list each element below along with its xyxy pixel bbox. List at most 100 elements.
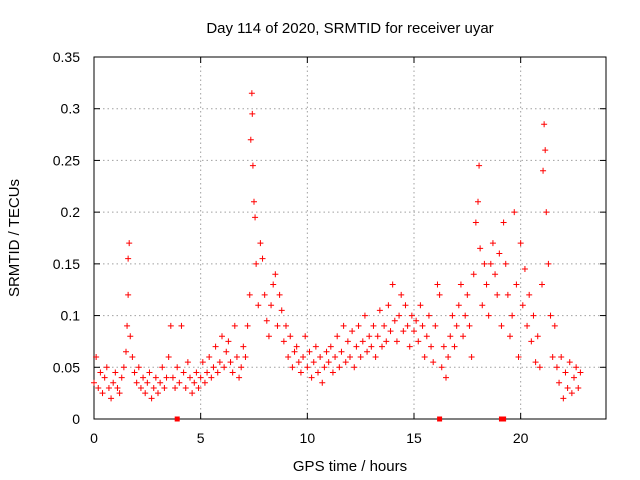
data-point (97, 369, 104, 376)
data-point (511, 209, 518, 216)
data-point (300, 353, 307, 360)
data-point (199, 359, 206, 366)
data-point (263, 317, 270, 324)
data-point (336, 364, 343, 371)
data-point (191, 379, 198, 386)
data-point (189, 390, 196, 397)
data-point (466, 322, 473, 329)
data-point (216, 359, 223, 366)
data-point (233, 353, 240, 360)
y-tick-label: 0.35 (53, 49, 80, 65)
data-point (340, 322, 347, 329)
data-point (492, 271, 499, 278)
gap-marker (437, 416, 443, 422)
data-point (270, 281, 277, 288)
data-point (575, 384, 582, 391)
data-point (227, 359, 234, 366)
data-point (272, 271, 279, 278)
data-point (285, 353, 292, 360)
data-point (103, 364, 110, 371)
data-point (193, 369, 200, 376)
data-point (423, 333, 430, 340)
data-point (165, 353, 172, 360)
data-point (353, 343, 360, 350)
data-point (504, 291, 511, 298)
data-point (374, 333, 381, 340)
data-point (99, 390, 106, 397)
data-point (125, 255, 132, 262)
data-point (434, 281, 441, 288)
data-point (249, 162, 256, 169)
data-point (146, 369, 153, 376)
data-point (571, 374, 577, 381)
data-point (276, 291, 283, 298)
data-point (283, 322, 289, 329)
data-point (306, 348, 313, 355)
data-point (519, 302, 526, 309)
data-point (472, 219, 479, 226)
data-points (91, 90, 584, 422)
data-point (351, 364, 358, 371)
axis-ticks: 0 5 10 15 20 0 0.05 0.1 0.15 0.2 0.25 0.3 0.35 (53, 49, 606, 446)
data-point (553, 364, 560, 371)
data-point (521, 266, 528, 273)
data-point (562, 369, 569, 376)
data-point (483, 281, 490, 288)
data-point (329, 369, 336, 376)
data-point (432, 322, 439, 329)
data-point (385, 302, 392, 309)
data-point (406, 343, 413, 350)
data-point (242, 353, 249, 360)
data-point (315, 369, 321, 376)
data-point (451, 343, 458, 350)
data-point (573, 364, 580, 371)
data-point (125, 291, 132, 298)
data-point (140, 374, 147, 381)
data-point (404, 322, 411, 329)
data-point (498, 322, 505, 329)
data-point (252, 214, 259, 221)
data-point (349, 328, 356, 335)
data-point (221, 364, 228, 371)
data-point (249, 110, 256, 117)
data-point (238, 364, 245, 371)
data-point (255, 302, 262, 309)
x-tick-label: 15 (406, 430, 422, 446)
data-point (470, 271, 477, 278)
data-point (372, 353, 379, 360)
data-point (323, 348, 330, 355)
data-point (413, 317, 420, 324)
data-point (204, 369, 211, 376)
data-point (485, 312, 492, 319)
data-point (152, 374, 159, 381)
data-point (419, 322, 426, 329)
data-point (487, 260, 494, 267)
data-point (114, 384, 121, 391)
data-point (534, 333, 541, 340)
data-point (464, 291, 471, 298)
data-point (163, 374, 170, 381)
data-point (210, 364, 217, 371)
data-point (169, 374, 176, 381)
data-point (502, 260, 509, 267)
data-point (174, 364, 181, 371)
data-point (408, 312, 415, 319)
y-tick-label: 0 (72, 411, 80, 427)
data-point (476, 162, 483, 169)
data-point (251, 198, 257, 205)
data-point (253, 260, 260, 267)
data-point (268, 302, 275, 309)
data-point (440, 343, 447, 350)
data-point (302, 333, 309, 340)
data-point (530, 312, 537, 319)
data-point (368, 343, 375, 350)
x-tick-label: 10 (300, 430, 316, 446)
data-point (101, 374, 108, 381)
data-point (447, 333, 454, 340)
data-point (479, 302, 486, 309)
data-point (223, 348, 230, 355)
data-point (383, 338, 390, 345)
y-tick-label: 0.15 (53, 256, 80, 272)
data-point (116, 390, 123, 397)
x-tick-label: 0 (90, 430, 98, 446)
